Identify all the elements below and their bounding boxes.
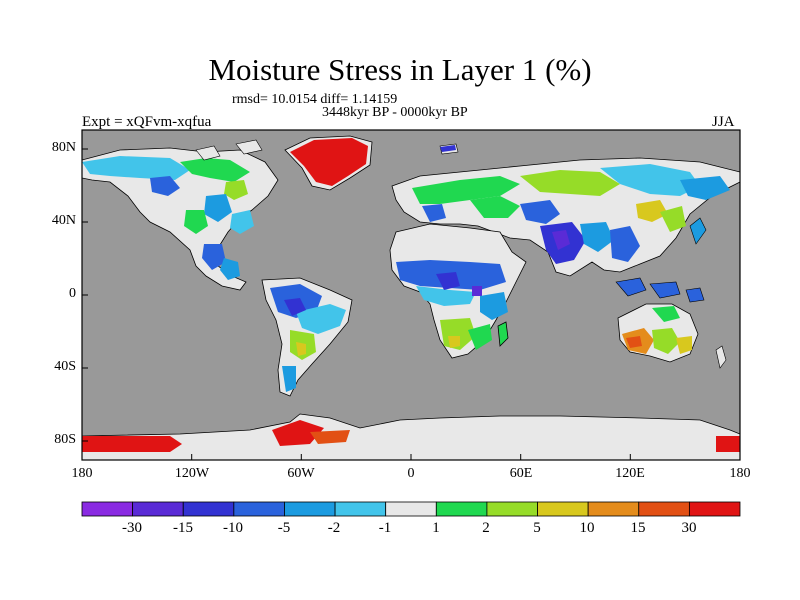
africa-field: [396, 260, 508, 350]
colorbar-swatch: [132, 501, 184, 517]
colorbar-label: -5: [277, 520, 291, 536]
arctic-islands: [195, 139, 459, 161]
new-zealand: [715, 345, 727, 369]
season-label: JJA: [712, 114, 735, 130]
colorbar-swatch: [486, 501, 538, 517]
lat-label-40s: 40S: [54, 359, 76, 374]
south-america-field: [270, 284, 346, 392]
colorbar-label: -10: [223, 520, 243, 536]
lat-label-80s: 80S: [54, 432, 76, 447]
svalbard-field: [440, 145, 456, 152]
period-subtitle: 3448kyr BP - 0000kyr BP: [322, 105, 468, 120]
eurasia-field: [412, 164, 730, 264]
lon-label-0: 0: [407, 466, 415, 481]
lon-label-60w: 60W: [287, 466, 315, 481]
lon-label-60e: 60E: [509, 466, 533, 481]
australia-field: [622, 306, 692, 354]
lon-label-180w: 180: [71, 466, 93, 481]
colorbar-label: 1: [432, 520, 440, 536]
lat-label-40n: 40N: [51, 213, 76, 228]
colorbar-swatch: [284, 501, 336, 517]
colorbar-swatch: [537, 501, 589, 517]
colorbar-swatch: [81, 501, 134, 517]
greenland-field: [290, 138, 368, 186]
colorbar-label: 30: [681, 520, 697, 536]
colorbar-swatch: [638, 501, 690, 517]
map-title: Moisture Stress in Layer 1 (%): [208, 52, 592, 87]
lon-label-120e: 120E: [615, 466, 645, 481]
maritime-continent: [615, 277, 705, 303]
lat-ticks: [82, 148, 88, 442]
japan: [689, 217, 707, 245]
north-america-field: [82, 156, 254, 280]
colorbar-label: -2: [327, 520, 341, 536]
colorbar-swatch: [182, 501, 235, 517]
stats-subtitle: rmsd= 10.0154 diff= 1.14159: [232, 92, 398, 107]
lon-ticks: [81, 454, 741, 460]
colorbar-label: 15: [630, 520, 646, 536]
colorbar-label: 10: [579, 520, 595, 536]
colorbar: [81, 501, 741, 517]
colorbar-label: 5: [533, 520, 541, 536]
experiment-label: Expt = xQFvm-xqfua: [82, 114, 212, 130]
lat-label-80n: 80N: [51, 140, 76, 155]
colorbar-swatch: [587, 501, 640, 517]
colorbar-swatch: [385, 501, 437, 517]
antarctica-land: [82, 413, 740, 460]
colorbar-label: 2: [482, 520, 490, 536]
lat-label-eq: 0: [69, 286, 76, 301]
colorbar-swatch: [233, 501, 285, 517]
lon-label-180e: 180: [729, 466, 751, 481]
colorbar-label: -15: [173, 520, 193, 536]
colorbar-swatch: [334, 501, 387, 517]
madagascar: [497, 321, 509, 347]
antarctica-field: [82, 420, 740, 452]
lon-label-120w: 120W: [174, 466, 210, 481]
colorbar-label: -1: [378, 520, 392, 536]
colorbar-swatch: [435, 501, 488, 517]
colorbar-label: -30: [122, 520, 142, 536]
map-field: [82, 135, 740, 460]
colorbar-swatch: [688, 501, 741, 517]
